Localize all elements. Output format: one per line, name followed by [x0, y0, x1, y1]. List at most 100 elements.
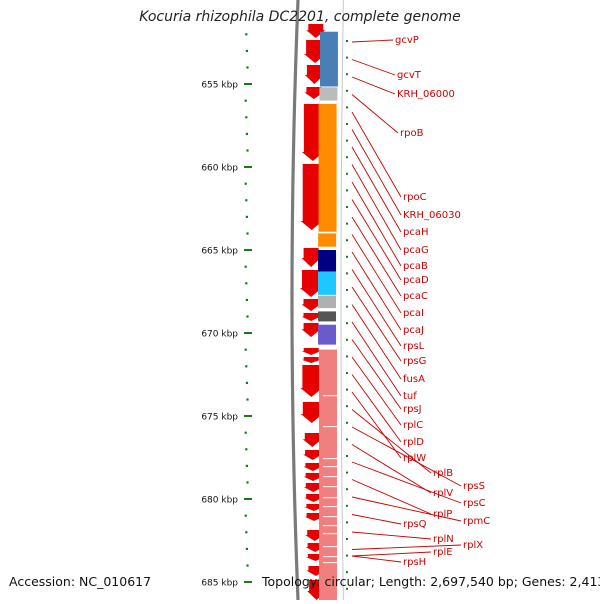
cog-block[interactable] — [319, 31, 338, 87]
gene-arrow[interactable] — [301, 357, 321, 363]
cog-separator — [323, 476, 337, 478]
gene-arrow[interactable] — [303, 450, 323, 460]
track-tick-dot — [346, 388, 348, 391]
gene-label[interactable]: pcaC — [403, 291, 428, 302]
cog-separator — [323, 516, 337, 518]
cog-block[interactable] — [319, 87, 338, 101]
gene-label[interactable]: rpsC — [463, 498, 486, 509]
track-tick-dot — [346, 571, 348, 574]
cog-block[interactable] — [318, 233, 337, 247]
gene-label[interactable]: rplP — [433, 509, 452, 520]
cog-separator — [323, 395, 337, 397]
gene-label[interactable]: rplB — [433, 468, 453, 479]
cog-block[interactable] — [318, 324, 337, 345]
track-tick-dot — [346, 438, 348, 441]
gene-arrow[interactable] — [303, 483, 323, 492]
gene-label[interactable]: rpsH — [403, 557, 426, 568]
gene-label[interactable]: gcvP — [395, 35, 419, 46]
gene-arrow[interactable] — [304, 65, 324, 84]
gene-label-leader — [351, 321, 402, 397]
gene-label[interactable]: rplX — [463, 540, 483, 551]
gene-arrow[interactable] — [301, 104, 324, 161]
gene-label[interactable]: rplD — [403, 437, 424, 448]
gene-arrow[interactable] — [301, 348, 321, 355]
gene-arrow[interactable] — [300, 164, 323, 230]
cog-block[interactable] — [318, 250, 337, 272]
scale-label: 675 kbp — [201, 413, 238, 423]
gene-label[interactable]: rpsL — [403, 341, 425, 352]
cog-category-track[interactable] — [318, 31, 338, 600]
gene-arrow[interactable] — [301, 313, 321, 321]
scale-minor-tick — [245, 531, 248, 534]
scale-minor-tick — [244, 182, 247, 185]
scale-minor-tick — [246, 398, 249, 401]
gene-label[interactable]: rpsQ — [403, 519, 427, 530]
gene-label[interactable]: rpoC — [403, 192, 427, 203]
gene-label-leader — [351, 551, 432, 557]
gene-arrow[interactable] — [302, 433, 322, 447]
cog-block[interactable] — [318, 271, 337, 295]
gene-label[interactable]: rplE — [433, 547, 453, 558]
gene-label[interactable]: fusA — [403, 374, 425, 385]
gene-arrow[interactable] — [301, 248, 321, 267]
gene-label-leader — [351, 391, 402, 459]
cog-block[interactable] — [318, 311, 337, 322]
gene-label[interactable]: pcaI — [403, 308, 424, 319]
cog-separator — [323, 426, 337, 428]
gene-arrow[interactable] — [300, 270, 322, 297]
gene-label-leader — [351, 76, 396, 95]
gene-label[interactable]: rpsJ — [403, 404, 422, 415]
gene-label[interactable]: rplC — [403, 420, 423, 431]
gene-arrow[interactable] — [304, 494, 324, 502]
gene-label[interactable]: pcaG — [403, 245, 429, 256]
track-tick-dot — [346, 172, 348, 175]
gene-label-leader — [351, 444, 432, 494]
gene-arrow[interactable] — [304, 87, 324, 99]
gene-label[interactable]: rpmC — [463, 516, 490, 527]
gene-label[interactable]: pcaH — [403, 227, 429, 238]
gene-label[interactable]: rpoB — [400, 128, 424, 139]
gene-label[interactable]: rplV — [433, 488, 453, 499]
gene-label-leader — [351, 514, 402, 525]
cog-separator — [323, 556, 337, 558]
gene-arrow[interactable] — [303, 463, 323, 471]
gene-arrow[interactable] — [300, 402, 323, 423]
gene-arrow[interactable] — [301, 299, 321, 311]
track-tick-dot — [346, 272, 348, 275]
scale-minor-tick — [245, 132, 248, 135]
gene-arrow[interactable] — [303, 473, 323, 481]
scale-minor-tick — [244, 348, 247, 351]
gene-label[interactable]: rpsS — [463, 481, 485, 492]
cog-block[interactable] — [318, 295, 337, 309]
gene-label-leader — [351, 234, 402, 314]
cog-block[interactable] — [318, 103, 337, 232]
gene-labels[interactable]: gcvP gcvT KRH_06000 rpoB rpoC KRH_06030 pcaH pc… — [351, 35, 490, 568]
gene-arrow[interactable] — [304, 504, 324, 511]
gene-label-leader — [351, 544, 462, 550]
cog-block[interactable] — [319, 349, 338, 600]
gene-label[interactable]: KRH_06030 — [403, 210, 461, 221]
accession-text: Accession: NC_010617 — [9, 574, 152, 589]
gene-arrow[interactable] — [300, 365, 323, 397]
gene-label[interactable]: pcaD — [403, 275, 429, 286]
gene-label[interactable]: pcaJ — [403, 325, 424, 336]
gene-label[interactable]: tuf — [403, 391, 417, 402]
gene-label-leader — [351, 146, 402, 233]
gene-label[interactable]: gcvT — [397, 70, 422, 81]
scale-minor-tick — [245, 448, 248, 451]
gene-arrow[interactable] — [304, 513, 324, 521]
scale-minor-tick — [244, 265, 247, 268]
gene-label[interactable]: rplN — [433, 534, 454, 545]
gene-arrow[interactable] — [301, 323, 321, 337]
gene-label[interactable]: pcaB — [403, 261, 428, 272]
gene-label[interactable]: rplW — [403, 453, 426, 464]
gene-label[interactable]: KRH_06000 — [397, 89, 455, 100]
gene-label[interactable]: rpsG — [403, 356, 426, 367]
scale-minor-tick — [244, 431, 247, 434]
gene-label-leader — [351, 496, 462, 522]
gene-arrow[interactable] — [306, 24, 326, 38]
track-tick-dot — [346, 106, 348, 109]
gene-label-leader — [351, 426, 462, 487]
